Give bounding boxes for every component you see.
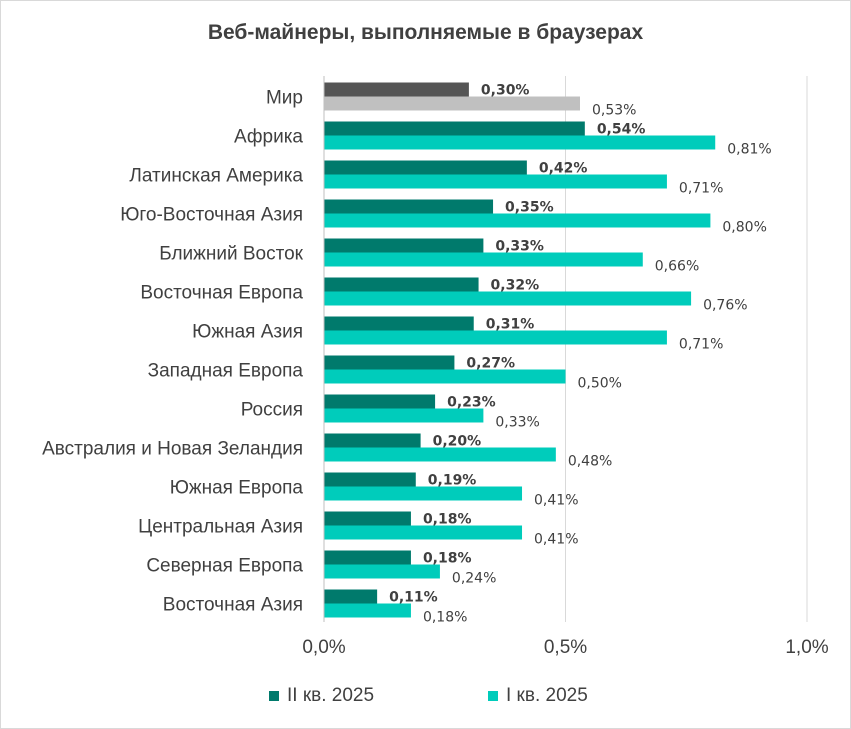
bar-q1 bbox=[324, 447, 556, 462]
bar-q1 bbox=[324, 486, 523, 501]
category-label: Северная Европа bbox=[146, 556, 303, 577]
category-label: Южная Азия bbox=[192, 322, 303, 343]
bar-q2 bbox=[324, 160, 527, 175]
x-tick-label: 1,0% bbox=[785, 637, 828, 658]
bar-q1 bbox=[324, 564, 440, 579]
category-label: Восточная Азия bbox=[163, 595, 303, 616]
legend-label-q2: II кв. 2025 bbox=[287, 685, 375, 706]
bar-q1 bbox=[324, 330, 667, 345]
legend-item-q1: I кв. 2025 bbox=[488, 685, 588, 707]
legend-swatch-q2 bbox=[269, 691, 279, 701]
category-label: Мир bbox=[266, 88, 303, 109]
category-label: Африка bbox=[234, 127, 303, 148]
bar-q2 bbox=[324, 394, 436, 409]
bar-q2 bbox=[324, 550, 411, 565]
x-tick-label: 0,5% bbox=[544, 637, 587, 658]
bar-q2 bbox=[324, 277, 479, 292]
data-label-q2: 0,23% bbox=[447, 395, 496, 411]
data-label-q2: 0,18% bbox=[423, 551, 472, 567]
data-label-q1: 0,24% bbox=[452, 571, 496, 587]
data-label-q2: 0,20% bbox=[433, 434, 482, 450]
data-label-q1: 0,50% bbox=[578, 376, 622, 392]
data-label-q2: 0,27% bbox=[466, 356, 515, 372]
category-label: Россия bbox=[241, 400, 303, 421]
bar-q2 bbox=[324, 121, 585, 136]
bar-q1 bbox=[324, 369, 566, 384]
category-label: Юго-Восточная Азия bbox=[120, 205, 303, 226]
bar-q1 bbox=[324, 174, 667, 189]
bar-q2 bbox=[324, 82, 469, 97]
data-label-q2: 0,33% bbox=[495, 239, 544, 255]
bar-q2 bbox=[324, 355, 455, 370]
category-label: Австралия и Новая Зеландия bbox=[42, 439, 303, 460]
category-label: Ближний Восток bbox=[159, 244, 303, 265]
bar-q2 bbox=[324, 199, 494, 214]
bar-q1 bbox=[324, 252, 643, 267]
data-label-q2: 0,31% bbox=[486, 317, 535, 333]
data-label-q2: 0,30% bbox=[481, 83, 530, 99]
bar-q2 bbox=[324, 238, 484, 253]
legend-item-q2: II кв. 2025 bbox=[269, 685, 374, 707]
data-label-q1: 0,80% bbox=[722, 220, 766, 236]
x-tick-label: 0,0% bbox=[302, 637, 345, 658]
bar-q2 bbox=[324, 589, 378, 604]
category-label: Южная Европа bbox=[170, 478, 304, 499]
bar-q1 bbox=[324, 525, 523, 540]
bar-q1 bbox=[324, 603, 411, 618]
bar-q2 bbox=[324, 316, 474, 331]
data-label-q1: 0,81% bbox=[727, 142, 771, 158]
legend-swatch-q1 bbox=[488, 691, 498, 701]
data-label-q1: 0,18% bbox=[423, 610, 467, 626]
data-label-q1: 0,76% bbox=[703, 298, 747, 314]
data-label-q2: 0,19% bbox=[428, 473, 477, 489]
data-label-q1: 0,71% bbox=[679, 337, 723, 353]
bar-q1 bbox=[324, 96, 580, 111]
bar-q1 bbox=[324, 408, 484, 423]
category-label: Западная Европа bbox=[148, 361, 304, 382]
data-label-q2: 0,35% bbox=[505, 200, 554, 216]
data-label-q1: 0,53% bbox=[592, 103, 636, 119]
bar-q2 bbox=[324, 433, 421, 448]
data-label-q2: 0,54% bbox=[597, 122, 646, 138]
data-label-q2: 0,32% bbox=[491, 278, 540, 294]
data-label-q1: 0,41% bbox=[534, 532, 578, 548]
legend-label-q1: I кв. 2025 bbox=[506, 685, 588, 706]
data-label-q1: 0,33% bbox=[495, 415, 539, 431]
data-label-q2: 0,11% bbox=[389, 590, 438, 606]
data-label-q1: 0,41% bbox=[534, 493, 578, 509]
data-label-q1: 0,66% bbox=[655, 259, 699, 275]
category-label: Латинская Америка bbox=[129, 166, 303, 187]
bar-q1 bbox=[324, 291, 692, 306]
bar-q1 bbox=[324, 135, 716, 150]
bar-q1 bbox=[324, 213, 711, 228]
bar-q2 bbox=[324, 472, 416, 487]
bar-q2 bbox=[324, 511, 411, 526]
data-label-q2: 0,42% bbox=[539, 161, 588, 177]
data-label-q1: 0,48% bbox=[568, 454, 612, 470]
data-label-q1: 0,71% bbox=[679, 181, 723, 197]
category-label: Центральная Азия bbox=[138, 517, 303, 538]
category-label: Восточная Европа bbox=[140, 283, 303, 304]
data-label-q2: 0,18% bbox=[423, 512, 472, 528]
chart-title: Веб-майнеры, выполняемые в браузерах bbox=[207, 21, 644, 44]
